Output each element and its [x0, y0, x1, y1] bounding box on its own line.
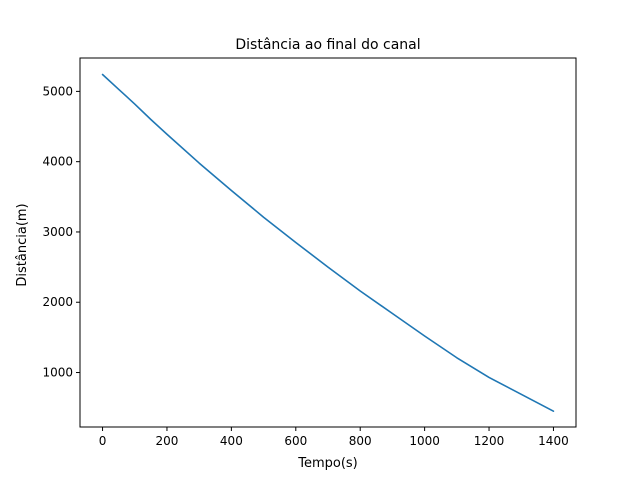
x-tick-label: 1000: [409, 434, 440, 448]
x-tick-label: 1200: [474, 434, 505, 448]
y-tick-label: 4000: [42, 155, 73, 169]
x-tick-label: 0: [99, 434, 107, 448]
x-tick-label: 400: [220, 434, 243, 448]
y-tick-label: 2000: [42, 295, 73, 309]
plot-frame: [79, 57, 577, 428]
y-tick-label: 1000: [42, 366, 73, 380]
x-tick-label: 1400: [538, 434, 569, 448]
series-line: [101, 73, 555, 412]
x-tick-label: 800: [349, 434, 372, 448]
chart-title: Distância ao final do canal: [235, 37, 420, 53]
y-tick-label: 5000: [42, 84, 73, 98]
y-axis-label: Distância(m): [15, 203, 30, 286]
series-layer: [101, 73, 555, 412]
ticks-layer: 0 200 400 600 800 1000 1200 1400 1000 2000 3000 400…: [42, 84, 568, 448]
x-tick-label: 600: [284, 434, 307, 448]
y-tick-label: 3000: [42, 225, 73, 239]
x-tick-label: 200: [156, 434, 179, 448]
x-axis-label: Tempo(s): [297, 456, 358, 471]
